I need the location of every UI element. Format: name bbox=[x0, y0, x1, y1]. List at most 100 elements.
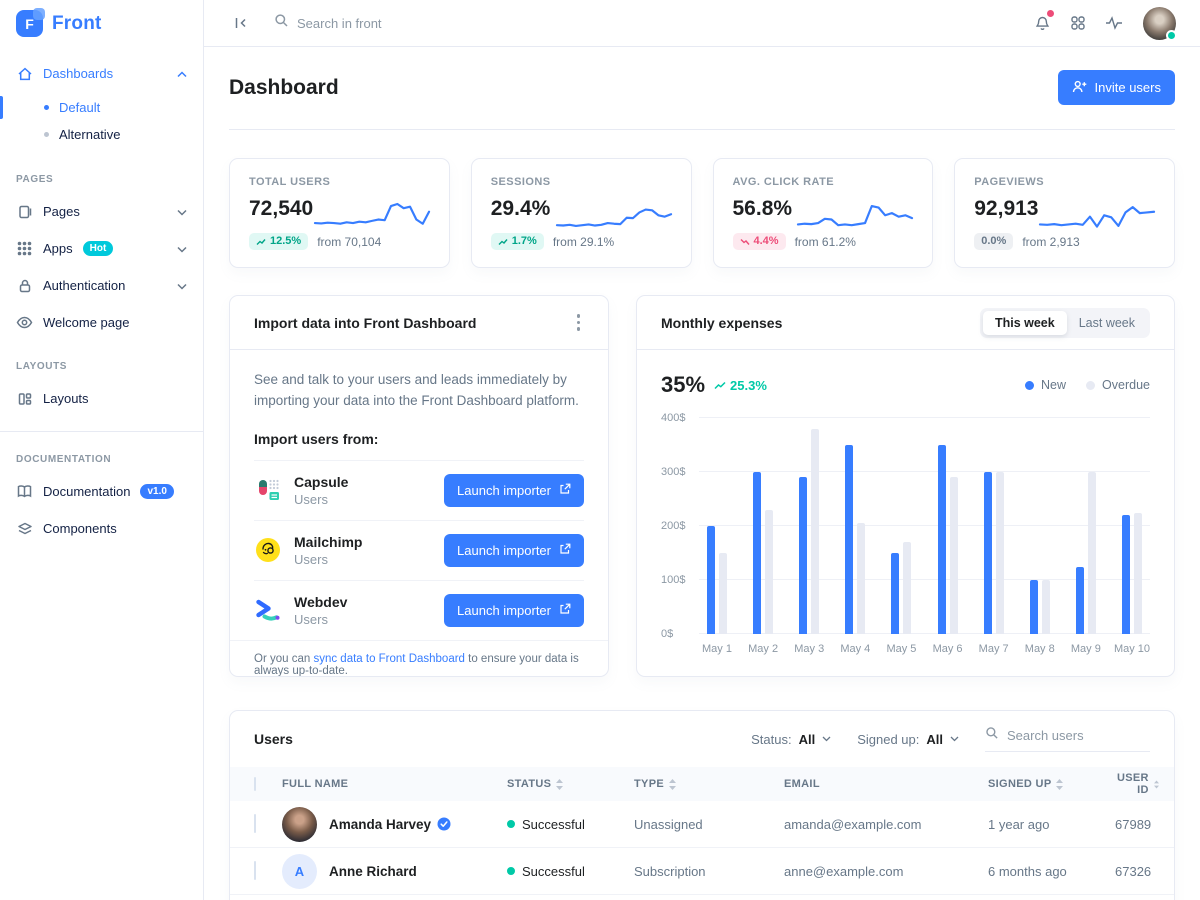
kebab-menu-icon[interactable] bbox=[573, 310, 585, 335]
chart-bar-new[interactable] bbox=[1029, 580, 1038, 634]
sidebar-item-documentation[interactable]: Documentation v1.0 bbox=[0, 473, 203, 510]
stat-card-pageviews[interactable]: PAGEVIEWS 92,913 0.0% from 2,913 bbox=[954, 158, 1175, 268]
chart-bar-new[interactable] bbox=[707, 526, 715, 634]
import-item-name: Capsule bbox=[294, 473, 349, 490]
chart-gridline bbox=[699, 633, 1150, 634]
stat-sparkline bbox=[313, 202, 430, 225]
delta-badge: 1.7% bbox=[490, 233, 544, 250]
stat-footer: 1.7% from 29.1% bbox=[490, 233, 672, 250]
launch-importer-button[interactable]: Launch importer bbox=[444, 593, 584, 627]
chart-bar-group: May 10 bbox=[1114, 418, 1150, 655]
sidebar-item-apps[interactable]: Apps Hot bbox=[0, 230, 203, 267]
sidebar-collapse-button[interactable] bbox=[226, 8, 256, 38]
chart-bar-new[interactable] bbox=[1121, 515, 1130, 634]
chart-bar-overdue[interactable] bbox=[949, 477, 958, 634]
expenses-metric-delta: 25.3% bbox=[714, 378, 767, 393]
notification-dot bbox=[1047, 10, 1054, 17]
email-cell: anne@example.com bbox=[784, 863, 904, 879]
import-item-name: Mailchimp bbox=[294, 533, 363, 550]
import-subtitle: Import users from: bbox=[254, 431, 584, 461]
sidebar-item-components[interactable]: Components bbox=[0, 510, 203, 547]
chart-xtick-label: May 1 bbox=[702, 643, 732, 655]
chart-bar-overdue[interactable] bbox=[995, 472, 1004, 634]
column-header-user-id[interactable]: USER ID bbox=[1115, 772, 1159, 796]
table-row[interactable]: Amanda Harvey Successful Unassigned aman… bbox=[230, 801, 1174, 848]
chart-bar-overdue[interactable] bbox=[811, 428, 820, 634]
select-all-checkbox[interactable] bbox=[254, 777, 256, 791]
invite-users-button[interactable]: Invite users bbox=[1057, 70, 1175, 105]
chart-bar-overdue[interactable] bbox=[903, 542, 912, 634]
chart-bar-overdue[interactable] bbox=[1133, 512, 1142, 634]
brand-logo[interactable]: F Front bbox=[0, 0, 203, 47]
row-checkbox[interactable] bbox=[254, 861, 256, 880]
chart-gridline bbox=[699, 471, 1150, 472]
chart-bar-new[interactable] bbox=[799, 477, 808, 634]
column-header-full-name[interactable]: FULL NAME bbox=[282, 778, 349, 790]
chart-bar-overdue[interactable] bbox=[719, 553, 727, 634]
sidebar-item-pages[interactable]: Pages bbox=[0, 193, 203, 230]
stat-card-total-users[interactable]: TOTAL USERS 72,540 12.5% from 70,104 bbox=[229, 158, 450, 268]
activity-button[interactable] bbox=[1099, 8, 1129, 38]
import-item-type: Users bbox=[294, 551, 328, 567]
user-avatar[interactable] bbox=[1143, 6, 1177, 41]
sidebar-item-dashboards[interactable]: Dashboards bbox=[0, 55, 203, 92]
sidebar-item-default[interactable]: Default bbox=[0, 94, 203, 121]
import-card-title: Import data into Front Dashboard bbox=[254, 314, 477, 331]
chart-bar-overdue[interactable] bbox=[1087, 472, 1096, 634]
sync-data-link[interactable]: sync data to Front Dashboard bbox=[313, 652, 465, 665]
chart-bar-group: May 8 bbox=[1025, 418, 1055, 655]
verified-badge-icon bbox=[437, 817, 451, 831]
chart-bar-new[interactable] bbox=[845, 445, 854, 634]
status-filter[interactable]: Status: All bbox=[751, 732, 831, 747]
chart-bar-new[interactable] bbox=[891, 553, 900, 634]
topbar-search-input[interactable] bbox=[297, 15, 597, 31]
chart-bar-overdue[interactable] bbox=[857, 523, 866, 634]
sidebar-item-alternative[interactable]: Alternative bbox=[0, 121, 203, 148]
users-search-input[interactable] bbox=[1007, 728, 1127, 743]
launch-importer-button[interactable]: Launch importer bbox=[444, 473, 584, 507]
column-header-email[interactable]: EMAIL bbox=[784, 778, 820, 790]
launch-importer-button[interactable]: Launch importer bbox=[444, 533, 584, 567]
external-link-icon bbox=[559, 603, 571, 618]
chart-xtick-label: May 9 bbox=[1070, 643, 1101, 655]
chart-gridline bbox=[699, 525, 1150, 526]
signed-up-filter[interactable]: Signed up: All bbox=[857, 732, 959, 747]
import-card-footer: Or you can sync data to Front Dashboard … bbox=[230, 639, 608, 676]
sidebar-item-authentication[interactable]: Authentication bbox=[0, 267, 203, 304]
users-search bbox=[985, 726, 1150, 752]
stat-value: 92,913 bbox=[974, 197, 1039, 220]
toggle-last-week[interactable]: Last week bbox=[1078, 315, 1135, 330]
status-dot bbox=[507, 820, 515, 828]
stat-card-sessions[interactable]: SESSIONS 29.4% 1.7% from 29.1% bbox=[470, 158, 692, 268]
user-name: Amanda Harvey bbox=[329, 817, 451, 832]
import-item-info: Capsule Users bbox=[294, 474, 348, 507]
legend-item-overdue[interactable]: Overdue bbox=[1086, 378, 1150, 392]
column-header-status[interactable]: STATUS bbox=[507, 778, 634, 790]
column-header-signed-up[interactable]: SIGNED UP bbox=[988, 778, 1115, 790]
chart-bar-new[interactable] bbox=[753, 472, 762, 634]
import-item-type: Users bbox=[294, 611, 328, 627]
apps-launcher-button[interactable] bbox=[1063, 8, 1093, 38]
legend-item-new[interactable]: New bbox=[1025, 378, 1066, 392]
stat-label: PAGEVIEWS bbox=[974, 176, 1045, 188]
sidebar-item-welcome-page[interactable]: Welcome page bbox=[0, 304, 203, 341]
chart-bar-new[interactable] bbox=[937, 445, 946, 634]
sidebar-item-layouts[interactable]: Layouts bbox=[0, 380, 203, 417]
import-description: See and talk to your users and leads imm… bbox=[254, 372, 579, 408]
chart-bar-overdue[interactable] bbox=[1041, 580, 1050, 634]
layers-icon bbox=[16, 520, 33, 537]
chart-bar-new[interactable] bbox=[983, 472, 992, 634]
chart-bar-overdue[interactable] bbox=[765, 509, 774, 634]
topbar bbox=[204, 0, 1200, 47]
stat-card-avg-click-rate[interactable]: AVG. CLICK RATE 56.8% 4.4% from 61.2% bbox=[712, 158, 934, 268]
stat-value: 56.8% bbox=[732, 197, 793, 220]
notifications-button[interactable] bbox=[1027, 8, 1057, 38]
chart-bar-new[interactable] bbox=[1075, 566, 1084, 634]
table-row[interactable]: A Anne Richard Successful Subscription a… bbox=[230, 848, 1174, 895]
toggle-this-week[interactable]: This week bbox=[982, 310, 1067, 335]
row-checkbox[interactable] bbox=[254, 814, 256, 833]
search-icon bbox=[985, 726, 999, 745]
chart-xtick-label: May 4 bbox=[840, 643, 871, 655]
column-header-type[interactable]: TYPE bbox=[634, 778, 784, 790]
week-toggle: This week Last week bbox=[979, 307, 1150, 338]
